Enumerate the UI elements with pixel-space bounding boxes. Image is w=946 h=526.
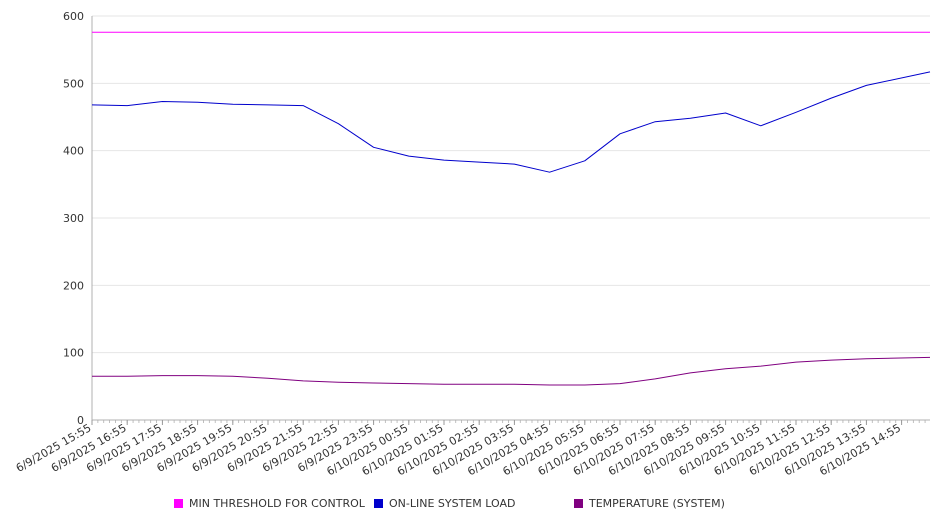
legend-label-temperature: TEMPERATURE (SYSTEM) (589, 497, 725, 510)
legend-label-system-load: ON-LINE SYSTEM LOAD (389, 497, 516, 510)
legend-item-system-load[interactable]: ON-LINE SYSTEM LOAD (374, 497, 515, 510)
legend-item-min-threshold[interactable]: MIN THRESHOLD FOR CONTROL (174, 497, 365, 510)
y-tick-label: 600 (63, 10, 84, 23)
legend-swatch-temperature (574, 499, 583, 508)
series-line-1 (91, 71, 931, 173)
y-tick-label: 100 (63, 347, 84, 360)
y-tick-label: 300 (63, 212, 84, 225)
legend-item-temperature[interactable]: TEMPERATURE (SYSTEM) (574, 497, 725, 510)
y-tick-label: 200 (63, 279, 84, 292)
y-tick-label: 0 (77, 414, 84, 427)
y-tick-label: 500 (63, 77, 84, 90)
legend-swatch-system-load (374, 499, 383, 508)
chart-legend: MIN THRESHOLD FOR CONTROL ON-LINE SYSTEM… (0, 497, 946, 515)
series-line-2 (92, 356, 931, 386)
legend-swatch-min-threshold (174, 499, 183, 508)
legend-label-min-threshold: MIN THRESHOLD FOR CONTROL (189, 497, 365, 510)
y-tick-label: 400 (63, 145, 84, 158)
